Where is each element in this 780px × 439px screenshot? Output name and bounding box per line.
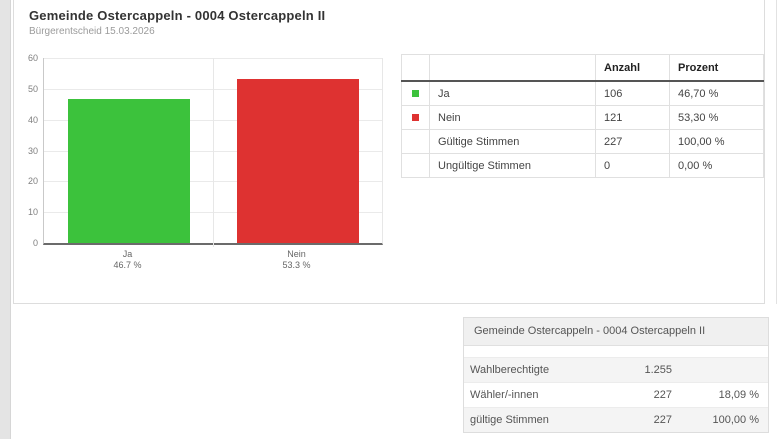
- bar-slot-nein: [213, 58, 382, 243]
- summary-value: 227: [653, 389, 672, 401]
- bar-ja: [67, 99, 190, 243]
- x-label-percent: 46.7 %: [113, 260, 142, 270]
- results-cell-swatch: [401, 153, 430, 178]
- results-cell-swatch: [401, 105, 430, 130]
- results-cell-swatch: [401, 129, 430, 154]
- results-row-ja: Ja 106 46,70 %: [401, 80, 764, 106]
- y-tick-label-10: 10: [27, 207, 38, 218]
- results-cell-label: Ja: [429, 80, 596, 106]
- summary-value: 1.255: [644, 364, 672, 376]
- left-gutter: [0, 0, 11, 439]
- chart-y-axis: 0 10 20 30 40 50 60: [14, 54, 40, 248]
- results-cell-prozent: 100,00 %: [669, 129, 764, 154]
- x-label-nein: Nein 53.3 %: [212, 249, 381, 271]
- summary-row-wahlberechtigte: Wahlberechtigte 1.255: [464, 357, 768, 382]
- y-tick-label-60: 60: [27, 53, 38, 63]
- results-cell-prozent: 0,00 %: [669, 153, 764, 178]
- results-cell-prozent: 53,30 %: [669, 105, 764, 130]
- results-cell-prozent: 46,70 %: [669, 80, 764, 106]
- results-header-label: [429, 54, 596, 82]
- x-label-name: Nein: [287, 249, 306, 259]
- results-header-prozent: Prozent: [669, 54, 764, 82]
- chart-x-axis-labels: Ja 46.7 % Nein 53.3 %: [43, 249, 381, 271]
- category-divider: [213, 58, 214, 247]
- y-tick-label-20: 20: [27, 176, 38, 187]
- results-cell-label: Gültige Stimmen: [429, 129, 596, 154]
- results-cell-anzahl: 0: [595, 153, 670, 178]
- page-subtitle: Bürgerentscheid 15.03.2026: [29, 26, 155, 37]
- summary-label: gültige Stimmen: [470, 414, 549, 426]
- results-cell-anzahl: 106: [595, 80, 670, 106]
- results-cell-anzahl: 227: [595, 129, 670, 154]
- summary-table-spacer: [464, 346, 768, 357]
- page-title: Gemeinde Ostercappeln - 0004 Ostercappel…: [29, 8, 326, 23]
- summary-table-title: Gemeinde Ostercappeln - 0004 Ostercappel…: [464, 318, 768, 346]
- results-header-swatch: [401, 54, 430, 82]
- results-row-g-ltige-stimmen: Gültige Stimmen 227 100,00 %: [401, 129, 764, 154]
- results-cell-label: Nein: [429, 105, 596, 130]
- y-tick-label-40: 40: [27, 114, 38, 125]
- summary-percent: 18,09 %: [718, 389, 759, 401]
- summary-percent: 100,00 %: [712, 414, 759, 426]
- results-cell-swatch: [401, 80, 430, 106]
- summary-label: Wahlberechtigte: [470, 364, 550, 376]
- y-tick-label-30: 30: [27, 145, 38, 156]
- results-row-nein: Nein 121 53,30 %: [401, 105, 764, 130]
- summary-row-w-hler-innen: Wähler/-innen 227 18,09 %: [464, 382, 768, 407]
- legend-swatch-nein: [412, 114, 419, 121]
- summary-row-g-ltige-stimmen: gültige Stimmen 227 100,00 %: [464, 407, 768, 432]
- x-label-ja: Ja 46.7 %: [43, 249, 212, 271]
- x-label-percent: 53.3 %: [282, 260, 311, 270]
- results-cell-label: Ungültige Stimmen: [429, 153, 596, 178]
- y-tick-label-50: 50: [27, 83, 38, 94]
- x-label-name: Ja: [122, 249, 133, 259]
- results-header-anzahl: Anzahl: [595, 54, 670, 82]
- bar-chart-plot-area: [43, 58, 383, 247]
- adjacent-panel-edge: [776, 0, 780, 304]
- summary-value: 227: [653, 414, 672, 426]
- results-table: Anzahl Prozent Ja 106 46,70 % Nein 121 53,30 %…: [401, 54, 764, 178]
- bar-nein: [236, 78, 359, 243]
- summary-label: Wähler/-innen: [470, 389, 539, 401]
- results-cell-anzahl: 121: [595, 105, 670, 130]
- legend-swatch-ja: [412, 90, 419, 97]
- summary-table-rows: Wahlberechtigte 1.255 Wähler/-innen 227 18,0…: [464, 357, 768, 432]
- summary-table: Gemeinde Ostercappeln - 0004 Ostercappel…: [463, 317, 769, 433]
- result-card: Gemeinde Ostercappeln - 0004 Ostercappel…: [13, 0, 765, 304]
- results-header-row: Anzahl Prozent: [401, 54, 764, 82]
- results-row-ung-ltige-stimmen: Ungültige Stimmen 0 0,00 %: [401, 153, 764, 178]
- y-tick-label-0: 0: [32, 238, 38, 248]
- bar-slot-ja: [44, 58, 213, 243]
